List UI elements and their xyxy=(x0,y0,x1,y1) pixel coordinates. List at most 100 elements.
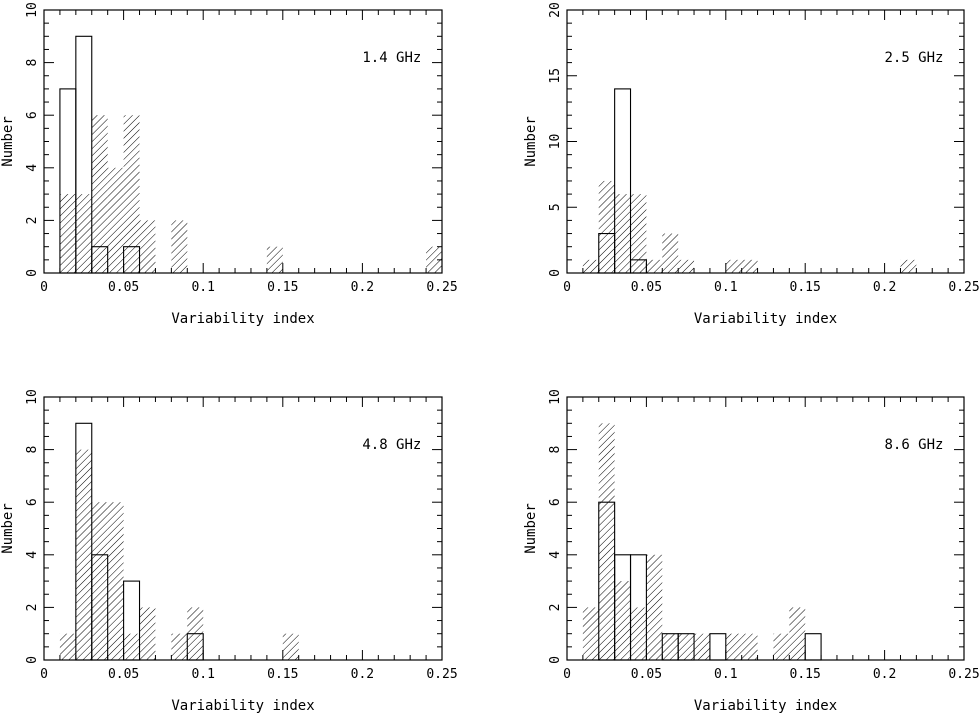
x-tick-label: 0.2 xyxy=(351,667,374,682)
x-tick-label: 0 xyxy=(40,280,48,295)
hatched-bar xyxy=(598,423,615,660)
y-tick-label: 10 xyxy=(548,389,563,405)
x-tick-label: 0.1 xyxy=(714,280,737,295)
x-axis-label: Variability index xyxy=(171,698,314,714)
x-tick-label: 0.1 xyxy=(191,667,214,682)
y-tick-label: 15 xyxy=(548,68,563,84)
x-tick-label: 0.05 xyxy=(108,280,139,295)
frequency-annotation: 2.5 GHz xyxy=(884,50,943,66)
histogram-panel-2: 0 0.05 0.1 0.15 0.2 0.25 0 5 10 15 20 Variability i… xyxy=(523,2,980,327)
x-tick-label: 0.2 xyxy=(351,280,374,295)
hatched-bar xyxy=(139,607,156,660)
histogram-panel-1: 0 0.05 0.1 0.15 0.2 0.25 0 2 4 6 8 10 Variability in… xyxy=(0,2,458,327)
hatched-bar xyxy=(614,194,631,273)
hatched-bar xyxy=(646,259,663,273)
x-tick-label: 0.05 xyxy=(108,667,139,682)
x-tick-label: 0.2 xyxy=(873,280,896,295)
hatched-bar xyxy=(426,246,442,273)
y-axis-label: Number xyxy=(0,503,16,554)
y-tick-label: 6 xyxy=(25,111,40,119)
frequency-annotation: 8.6 GHz xyxy=(884,437,943,453)
x-tick-label: 0.15 xyxy=(267,280,298,295)
y-tick-label: 0 xyxy=(548,656,563,664)
y-tick-label: 10 xyxy=(25,389,40,405)
frequency-annotation: 4.8 GHz xyxy=(362,437,421,453)
y-tick-label: 0 xyxy=(548,269,563,277)
y-tick-label: 2 xyxy=(25,603,40,611)
y-tick-label: 10 xyxy=(25,2,40,18)
x-tick-label: 0.05 xyxy=(631,280,662,295)
x-tick-label: 0.05 xyxy=(631,667,662,682)
hatched-bar xyxy=(582,259,599,273)
hatched-bar xyxy=(266,246,283,273)
hatched-bar xyxy=(59,633,76,660)
hatched-bar xyxy=(900,259,917,273)
hatched-bar xyxy=(662,233,679,273)
hatched-bar xyxy=(773,633,790,660)
hatched-bar xyxy=(171,633,188,660)
hatched-bar xyxy=(91,115,108,273)
hatched-bar xyxy=(59,194,76,273)
x-tick-label: 0 xyxy=(563,280,571,295)
hatched-bar xyxy=(614,581,631,660)
y-tick-label: 20 xyxy=(548,2,563,18)
y-tick-label: 6 xyxy=(548,498,563,506)
hatched-bar xyxy=(107,502,124,660)
x-tick-label: 0.25 xyxy=(426,667,457,682)
hatched-bar xyxy=(725,633,742,660)
hatched-bar xyxy=(282,633,299,660)
x-tick-label: 0.25 xyxy=(426,280,457,295)
y-tick-label: 8 xyxy=(25,446,40,454)
hatched-bar xyxy=(678,259,695,273)
x-tick-label: 0.15 xyxy=(790,280,821,295)
y-tick-label: 4 xyxy=(25,551,40,559)
y-tick-label: 8 xyxy=(548,446,563,454)
hatched-bar xyxy=(75,194,92,273)
frequency-annotation: 1.4 GHz xyxy=(362,50,421,66)
hatched-bar xyxy=(107,167,124,273)
hatched-bar xyxy=(171,220,188,273)
y-axis-label: Number xyxy=(523,116,539,167)
hatched-bar xyxy=(646,554,663,660)
x-tick-label: 0 xyxy=(40,667,48,682)
hatched-bar xyxy=(678,633,695,660)
hatched-bar xyxy=(789,607,806,660)
y-axis-label: Number xyxy=(0,116,16,167)
hatched-bar xyxy=(91,502,108,660)
y-tick-label: 10 xyxy=(548,134,563,150)
x-tick-label: 0.1 xyxy=(714,667,737,682)
x-tick-label: 0.15 xyxy=(790,667,821,682)
hatched-bar xyxy=(123,115,140,273)
hatched-bar xyxy=(662,633,679,660)
x-tick-label: 0.25 xyxy=(948,667,979,682)
hatched-bar xyxy=(725,259,742,273)
x-axis-label: Variability index xyxy=(694,311,837,327)
y-tick-label: 0 xyxy=(25,269,40,277)
histogram-panel-4: 0 0.05 0.1 0.15 0.2 0.25 0 2 4 6 8 10 Variability in… xyxy=(523,389,980,714)
hatched-bar xyxy=(582,607,599,660)
hatched-bar xyxy=(741,633,758,660)
y-tick-label: 0 xyxy=(25,656,40,664)
y-tick-label: 2 xyxy=(548,603,563,611)
x-axis-label: Variability index xyxy=(171,311,314,327)
x-axis-label: Variability index xyxy=(694,698,837,714)
y-tick-label: 5 xyxy=(548,203,563,211)
hatched-bar xyxy=(598,180,615,273)
y-tick-label: 6 xyxy=(25,498,40,506)
hatched-bar xyxy=(139,220,156,273)
hatched-bar xyxy=(630,607,647,660)
open-bar xyxy=(709,633,727,661)
hatched-bar xyxy=(741,259,758,273)
x-tick-label: 0.2 xyxy=(873,667,896,682)
y-tick-label: 8 xyxy=(25,59,40,67)
hatched-bar xyxy=(630,194,647,273)
y-tick-label: 4 xyxy=(548,551,563,559)
x-tick-label: 0.15 xyxy=(267,667,298,682)
hatched-bar xyxy=(123,633,140,660)
x-tick-label: 0 xyxy=(563,667,571,682)
y-tick-label: 4 xyxy=(25,164,40,172)
hatched-bar xyxy=(75,449,92,660)
open-bar xyxy=(804,633,822,661)
histogram-panel-3: 0 0.05 0.1 0.15 0.2 0.25 0 2 4 6 8 10 Variability in… xyxy=(0,389,458,714)
